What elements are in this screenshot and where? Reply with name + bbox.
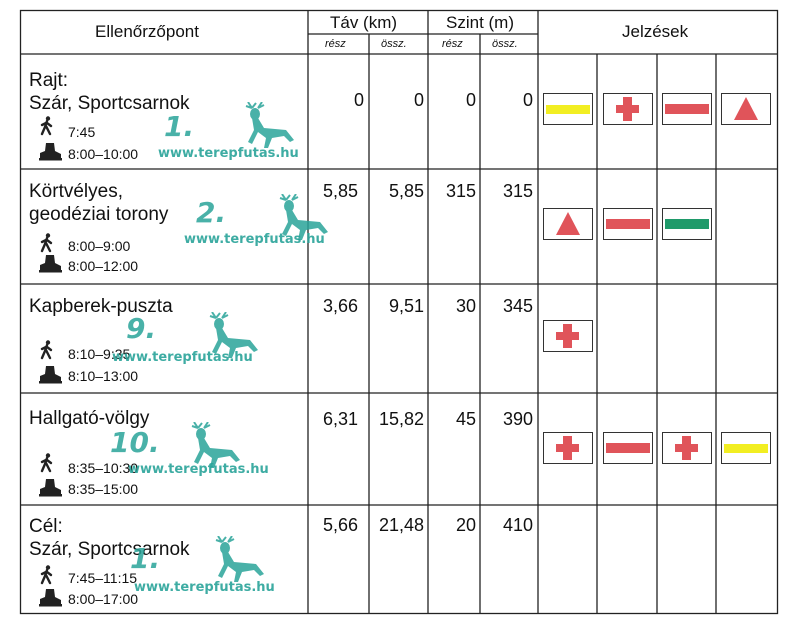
checkpoint-name-line: Cél:: [29, 516, 63, 537]
deer-stamp-icon: [238, 101, 298, 159]
distance-total: 15,82: [378, 409, 424, 429]
distance-total: 0: [413, 90, 424, 110]
hiking-boot-icon: [38, 477, 62, 502]
elevation-part: 45: [455, 409, 476, 429]
stamp-url: www.terepfutas.hu: [158, 146, 299, 161]
stamp-url: www.terepfutas.hu: [134, 580, 275, 595]
trail-mark-yellow-bar: [543, 93, 593, 125]
header-marks: Jelzések: [622, 22, 689, 41]
walk-time: 8:00–12:00: [68, 258, 139, 274]
distance-total: 9,51: [388, 296, 424, 316]
checkpoint-name-line: Kapberek-puszta: [29, 296, 173, 317]
checkpoint-name-line: Hallgató-völgy: [29, 408, 150, 429]
header-elevation: Szint (m): [446, 13, 514, 32]
header-elevation-total: össz.: [492, 38, 518, 50]
header-elevation-part: rész: [442, 38, 463, 50]
deer-stamp-icon: [202, 311, 262, 369]
trail-mark-red-cross: [662, 432, 712, 464]
stamp-number: 1.: [130, 542, 161, 575]
hiking-boot-icon: [38, 587, 62, 612]
distance-part: 5,85: [322, 181, 358, 201]
distance-total: 5,85: [388, 181, 424, 201]
runner-icon: [40, 340, 54, 365]
distance-part: 5,66: [322, 515, 358, 535]
deer-stamp-icon: [272, 193, 332, 251]
stamp-url: www.terepfutas.hu: [112, 350, 253, 365]
walk-time: 8:35–15:00: [68, 481, 139, 497]
stamp-url: www.terepfutas.hu: [184, 232, 325, 247]
distance-total: 21,48: [378, 515, 424, 535]
trail-mark-red-cross: [543, 432, 593, 464]
elevation-total: 0: [522, 90, 533, 110]
elevation-total: 345: [502, 296, 533, 316]
trail-mark-yellow-bar: [721, 432, 771, 464]
trail-mark-green-bar: [662, 208, 712, 240]
elevation-total: 410: [502, 515, 533, 535]
trail-mark-red-cross: [543, 320, 593, 352]
distance-part: 3,66: [322, 296, 358, 316]
runner-icon: [40, 116, 54, 141]
stamp-number: 1.: [164, 110, 195, 143]
runner-icon: [40, 565, 54, 590]
stamp-number: 2.: [196, 196, 227, 229]
trail-mark-red-bar: [603, 432, 653, 464]
hiking-boot-icon: [38, 253, 62, 278]
trail-mark-red-bar: [662, 93, 712, 125]
run-time: 8:10–9:35: [68, 346, 131, 362]
header-distance-total: össz.: [381, 38, 407, 50]
walk-time: 8:10–13:00: [68, 368, 139, 384]
elevation-total: 390: [502, 409, 533, 429]
elevation-part: 20: [455, 515, 476, 535]
header-distance: Táv (km): [330, 13, 398, 32]
checkpoint-name-line: Körtvélyes,: [29, 181, 123, 202]
trail-mark-red-bar: [603, 208, 653, 240]
distance-part: 0: [353, 90, 364, 110]
deer-stamp-icon: [184, 421, 244, 479]
trail-mark-red-triangle: [721, 93, 771, 125]
stamp-number: 9.: [126, 312, 157, 345]
deer-stamp-icon: [208, 535, 268, 593]
checkpoint-name-line: Szár, Sportcsarnok: [29, 539, 190, 560]
run-time: 8:35–10:30: [68, 460, 139, 476]
header-distance-part: rész: [325, 38, 346, 50]
run-time: 7:45: [68, 124, 96, 140]
hiking-boot-icon: [38, 141, 62, 166]
walk-time: 8:00–17:00: [68, 591, 139, 607]
stamp-url: www.terepfutas.hu: [128, 462, 269, 477]
runner-icon: [40, 453, 54, 478]
elevation-total: 315: [502, 181, 533, 201]
checkpoint-name-line: Rajt:: [29, 70, 69, 91]
elevation-part: 30: [455, 296, 476, 316]
checkpoint-name-line: geodéziai torony: [29, 204, 169, 225]
hiking-boot-icon: [38, 364, 62, 389]
distance-part: 6,31: [322, 409, 358, 429]
runner-icon: [40, 233, 54, 258]
run-time: 7:45–11:15: [68, 570, 138, 586]
elevation-part: 315: [445, 181, 476, 201]
stamp-number: 10.: [110, 426, 160, 459]
run-time: 8:00–9:00: [68, 238, 131, 254]
elevation-part: 0: [465, 90, 476, 110]
header-checkpoint: Ellenőrzőpont: [95, 22, 199, 41]
checkpoint-name-line: Szár, Sportcsarnok: [29, 93, 190, 114]
walk-time: 8:00–10:00: [68, 146, 139, 162]
trail-mark-red-triangle: [543, 208, 593, 240]
trail-mark-red-cross: [603, 93, 653, 125]
